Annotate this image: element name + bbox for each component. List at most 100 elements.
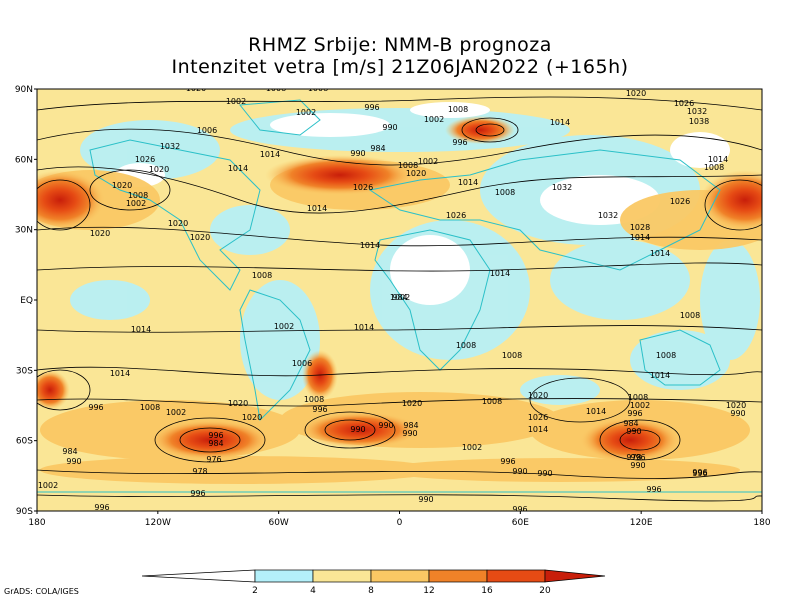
- isobar-label: 996: [364, 103, 379, 112]
- isobar-label: 1014: [650, 371, 670, 380]
- isobar-label: 996: [312, 405, 327, 414]
- isobar-label: 1008: [482, 397, 502, 406]
- isobar-label: 996: [208, 431, 223, 440]
- isobar-label: 1008: [656, 351, 676, 360]
- isobar-label: 1014: [360, 241, 380, 250]
- isobar-label: 1002: [462, 443, 482, 452]
- isobar-label: 1020: [149, 165, 169, 174]
- lon-tick-label: 180: [753, 518, 770, 528]
- isobar-label: 1002: [166, 408, 186, 417]
- isobar-label: 1008: [252, 271, 272, 280]
- isobar-label: 1014: [550, 118, 570, 127]
- isobar-label: 1014: [528, 425, 548, 434]
- lat-tick-label: 30S: [16, 366, 33, 376]
- isobar-label: 1006: [292, 359, 312, 368]
- isobar-label: 984: [208, 439, 223, 448]
- lat-tick-label: 90S: [16, 507, 33, 517]
- isobar-label: 1006: [197, 126, 217, 135]
- lat-tick-label: 60S: [16, 437, 33, 447]
- isobar-label: 1032: [687, 107, 707, 116]
- lat-tick-label: 60N: [15, 155, 33, 165]
- isobar-label: 990: [350, 149, 365, 158]
- colorbar-label: 8: [368, 586, 374, 596]
- isobar-label: 996: [500, 457, 515, 466]
- isobar-label: 990: [626, 427, 641, 436]
- isobar-label: 1026: [670, 197, 690, 206]
- isobar-label: 996: [190, 489, 205, 498]
- isobar-label: 1032: [552, 183, 572, 192]
- isobar-label: 990: [730, 409, 745, 418]
- colorbar-arrow-left: [141, 569, 256, 583]
- isobar-label: 990: [418, 495, 433, 504]
- isobar-label: 996: [692, 468, 707, 477]
- isobar-label: 990: [537, 469, 552, 478]
- isobar-label: 1020: [186, 84, 206, 93]
- isobar-label: 990: [350, 425, 365, 434]
- isobar-label: 1008: [266, 84, 286, 93]
- isobar-label: 1002: [126, 199, 146, 208]
- isobar-label: 984: [623, 419, 638, 428]
- lon-tick-label: 180: [28, 518, 45, 528]
- isobar-label: 996: [646, 485, 661, 494]
- isobar-label: 1020: [190, 233, 210, 242]
- isobar-label: 996: [88, 403, 103, 412]
- isobar-label: 996: [630, 453, 645, 462]
- colorbar-segment: [428, 569, 488, 583]
- isobar-label: 1002: [424, 115, 444, 124]
- grads-credit: GrADS: COLA/IGES: [4, 587, 79, 596]
- isobar-label: 1014: [708, 155, 728, 164]
- colorbar-label: 4: [310, 586, 316, 596]
- colorbar-label: 12: [423, 586, 434, 596]
- isobar-label: 1020: [242, 413, 262, 422]
- isobar-label: 1008: [140, 403, 160, 412]
- lat-tick-label: EQ: [20, 296, 33, 306]
- lat-tick-label: 90N: [15, 85, 33, 95]
- isobar-label: 1032: [160, 142, 180, 151]
- isobar-label: 1026: [353, 183, 373, 192]
- isobar-label: 996: [94, 503, 109, 512]
- isobar-label: 1008: [628, 393, 648, 402]
- isobar-label: 1026: [446, 211, 466, 220]
- lon-tick-label: 120E: [630, 518, 653, 528]
- lon-tick-label: 60E: [512, 518, 529, 528]
- isobar-label: 1014: [131, 325, 151, 334]
- isobar-label: 1014: [490, 269, 510, 278]
- isobar-label: 984: [392, 293, 407, 302]
- calm-areas: [115, 102, 730, 305]
- isobar-label: 1028: [630, 223, 650, 232]
- colorbar-label: 20: [539, 586, 551, 596]
- isobar-label: 1020: [112, 181, 132, 190]
- isobar-label: 1014: [260, 150, 280, 159]
- isobar-label: 1008: [495, 188, 515, 197]
- lon-tick-label: 120W: [145, 518, 171, 528]
- isobar-label: 1014: [458, 178, 478, 187]
- isobar-label: 978: [192, 467, 207, 476]
- isobar-label: 996: [512, 505, 527, 514]
- isobar-label: 1020: [228, 399, 248, 408]
- isobar-label: 996: [452, 138, 467, 147]
- isobar-label: 1014: [650, 249, 670, 258]
- isobar-label: 1008: [456, 341, 476, 350]
- colorbar-segment: [254, 569, 314, 583]
- colorbar-arrow-right: [544, 569, 606, 583]
- map-title-line1: RHMZ Srbije: NMM-B prognoza: [248, 34, 552, 56]
- colorbar-segment: [370, 569, 430, 583]
- isobar-label: 1020: [726, 401, 746, 410]
- isobar-label: 1002: [274, 322, 294, 331]
- isobar-label: 1032: [598, 211, 618, 220]
- colorbar-label: 16: [481, 586, 493, 596]
- isobar-label: 1008: [680, 311, 700, 320]
- isobar-label: 1020: [406, 169, 426, 178]
- isobar-label: 1008: [128, 191, 148, 200]
- map-title-line2: Intenzitet vetra [m/s] 21Z06JAN2022 (+16…: [171, 56, 629, 78]
- isobar-label: 990: [382, 123, 397, 132]
- isobar-label: 1008: [448, 105, 468, 114]
- isobar-label: 1020: [528, 391, 548, 400]
- isobar-label: 1002: [390, 293, 410, 302]
- isobar-label: 996: [692, 469, 707, 478]
- isobar-label: 1026: [674, 99, 694, 108]
- colorbar-segment: [486, 569, 546, 583]
- isobar-label: 1020: [90, 229, 110, 238]
